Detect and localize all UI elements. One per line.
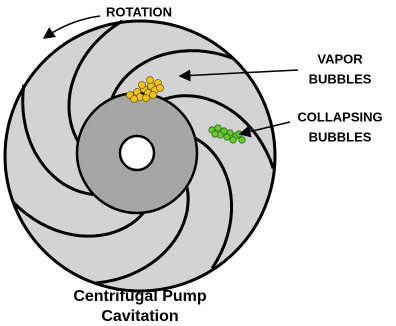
vapor-bubble: [156, 84, 164, 92]
collapsing-bubble: [229, 136, 237, 144]
collapsing-bubble: [223, 133, 231, 141]
vapor-bubble: [142, 94, 150, 102]
vane: [95, 187, 190, 285]
shaft-hole: [118, 134, 156, 172]
vane: [67, 19, 124, 148]
rotation-label: ROTATION: [106, 4, 172, 19]
vapor-bubble: [149, 91, 157, 99]
vane: [108, 49, 234, 106]
collapsing-bubble: [214, 124, 222, 132]
vane: [11, 200, 145, 238]
vapor-arrow: [178, 69, 299, 82]
vapor-bubble: [146, 76, 154, 84]
vapor-label: BUBBLES: [309, 71, 372, 86]
rotation-arrow: [42, 15, 101, 39]
collapsing-bubble: [211, 130, 219, 138]
vapor-bubble: [138, 81, 146, 89]
vanes: [11, 19, 275, 285]
vapor-bubble: [130, 95, 138, 103]
bubbles: [126, 76, 246, 144]
vane: [159, 94, 275, 170]
collapsing-bubble: [238, 136, 246, 144]
title: Cavitation: [101, 308, 178, 325]
title: Centrifugal Pump: [73, 288, 207, 305]
collapsing-label: BUBBLES: [309, 129, 372, 144]
vane: [21, 84, 97, 197]
vapor-label: VAPOR: [317, 51, 363, 66]
collapsing-label: COLLAPSING: [297, 109, 382, 124]
vane: [193, 136, 233, 270]
collapsing-arrow: [238, 121, 291, 138]
